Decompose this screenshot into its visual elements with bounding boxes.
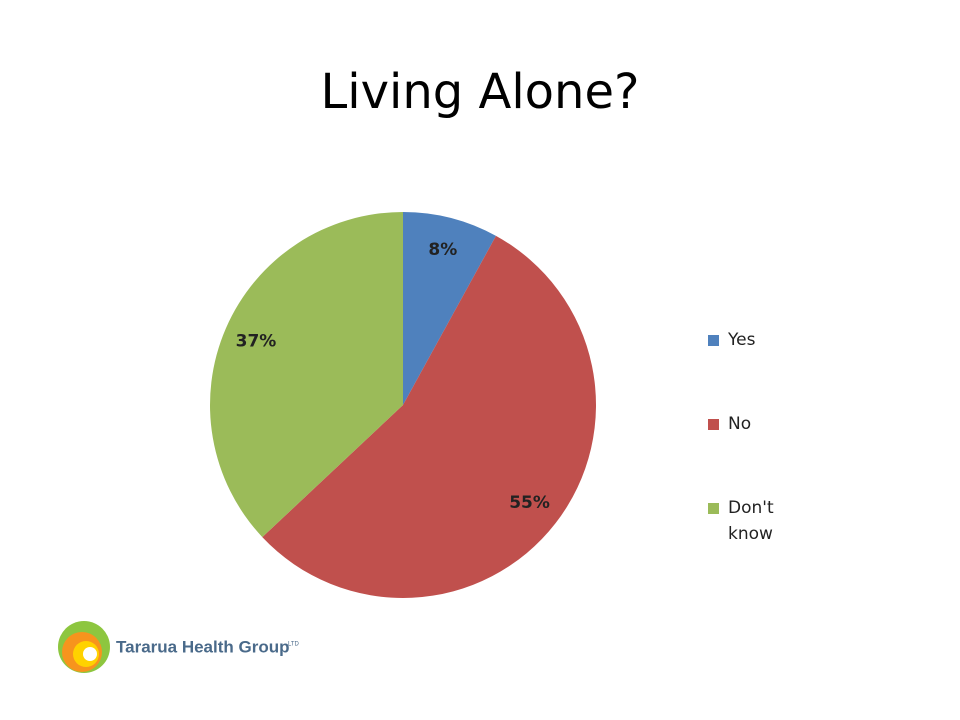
logo-ring [83, 647, 97, 661]
logo-suffix: LTD [288, 642, 300, 648]
legend-item: Yes [708, 327, 798, 353]
data-label: 37% [236, 331, 277, 351]
data-label: 55% [509, 493, 550, 513]
legend-key [708, 419, 719, 430]
legend-label: Don't know [728, 498, 774, 544]
logo-name: Tararua Health Group [116, 637, 290, 656]
legend-key [708, 503, 719, 514]
pie-slice [209, 212, 403, 538]
chart-title: Living Alone? [321, 64, 640, 120]
data-label: 8% [428, 240, 457, 260]
legend-item: Don't know [708, 495, 798, 547]
legend-label: Yes [728, 330, 756, 350]
legend-item: No [708, 411, 798, 437]
pie-slice [403, 212, 496, 405]
legend-label: No [728, 414, 752, 434]
pie-slice [262, 235, 596, 599]
legend-key [708, 335, 719, 346]
logo: Tararua Health Group LTD [58, 621, 300, 673]
